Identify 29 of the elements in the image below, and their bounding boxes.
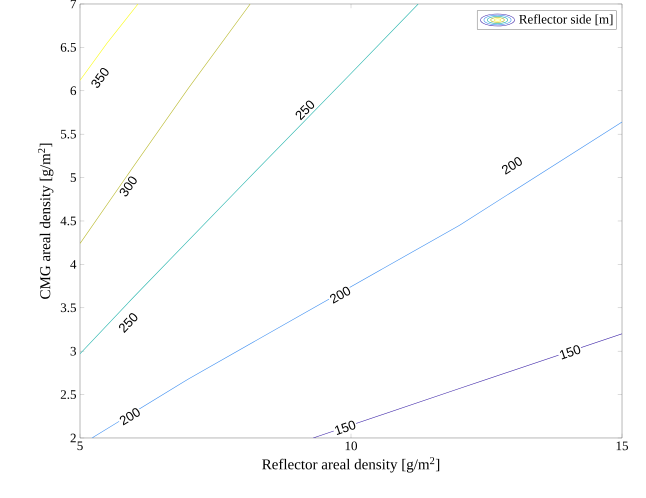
annotation: 200 xyxy=(502,157,522,175)
annotation: 200 xyxy=(330,286,350,304)
y-tick-label: 5.5 xyxy=(60,130,76,139)
y-axis-title: CMG areal density [g/m$^{2}$] xyxy=(38,144,54,299)
y-tick-label: 6 xyxy=(70,86,76,96)
y-tick-label: 3 xyxy=(70,346,76,356)
y-tick-label: 6.5 xyxy=(60,42,76,52)
x-tick-label: 15 xyxy=(616,442,628,450)
x-tick-label: 10 xyxy=(346,442,358,450)
y-tick-label: 2.5 xyxy=(60,390,76,399)
annotation: 250 xyxy=(296,100,314,120)
legend-title: Reflector side [m] xyxy=(519,14,612,26)
y-tick-label: 7 xyxy=(70,0,76,8)
y-tick-label: 4 xyxy=(70,260,76,269)
x-axis-title: Reflector areal density [g/m$^{2}$] xyxy=(262,457,440,473)
line-series xyxy=(80,4,419,354)
annotation: 300 xyxy=(120,176,137,196)
y-tick-label: 2 xyxy=(70,434,76,442)
line-series xyxy=(80,4,250,244)
y-tick-label: 4.5 xyxy=(60,216,76,226)
annotation: 250 xyxy=(119,313,138,334)
annotation: 350 xyxy=(91,68,109,88)
y-tick-label: 3.5 xyxy=(60,303,76,312)
annotation: 150 xyxy=(560,345,580,360)
annotation: 200 xyxy=(120,408,140,426)
line-series xyxy=(92,122,622,438)
annotation: 150 xyxy=(335,420,356,435)
x-tick-label: 5 xyxy=(78,442,83,450)
y-tick-label: 5 xyxy=(70,173,76,182)
